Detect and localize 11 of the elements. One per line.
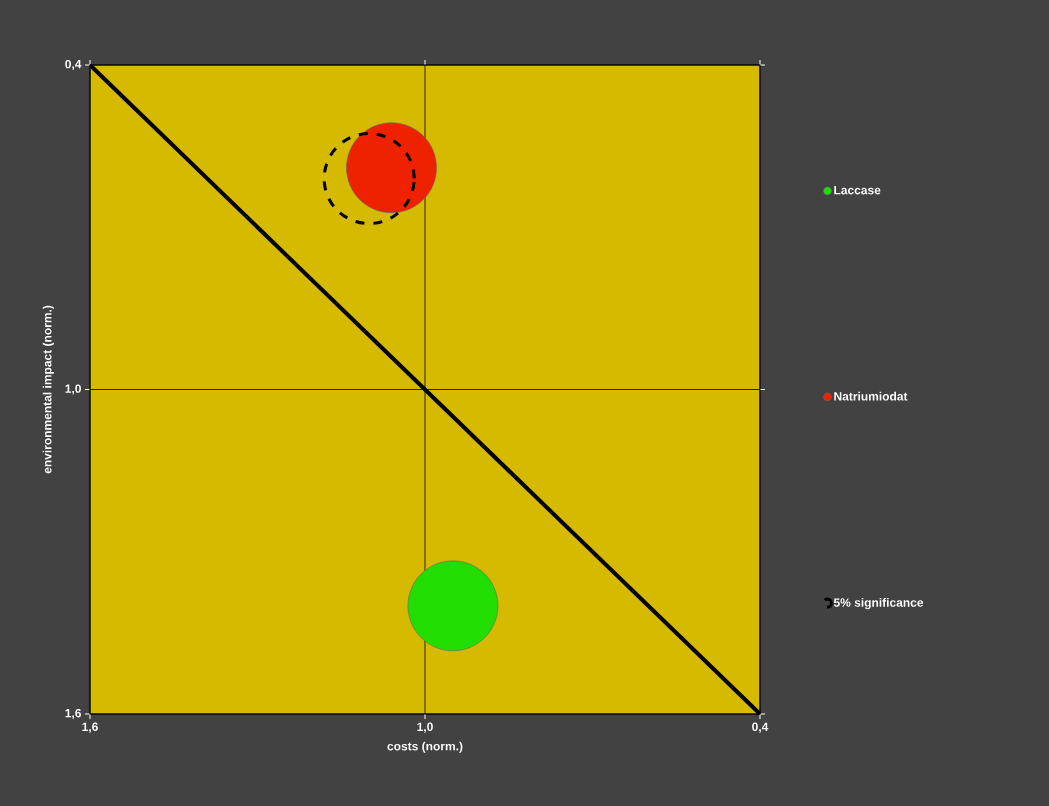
x-tick-label: 1,0 [417,722,433,733]
y-tick-label: 0,4 [65,59,82,71]
x-tick-label: 0,4 [752,722,769,733]
y-tick-label: 1,0 [65,384,81,395]
legend-label: Natriumiodat [834,391,908,401]
legend-label: Laccase [834,186,881,195]
y-axis-title: environmental impact (norm.) [42,305,54,474]
y-tick-label: 1,6 [65,708,82,720]
x-axis-title: costs (norm.) [387,741,463,753]
x-tick-label: 1,6 [82,722,98,733]
legend-label: 5% significance [833,597,924,610]
